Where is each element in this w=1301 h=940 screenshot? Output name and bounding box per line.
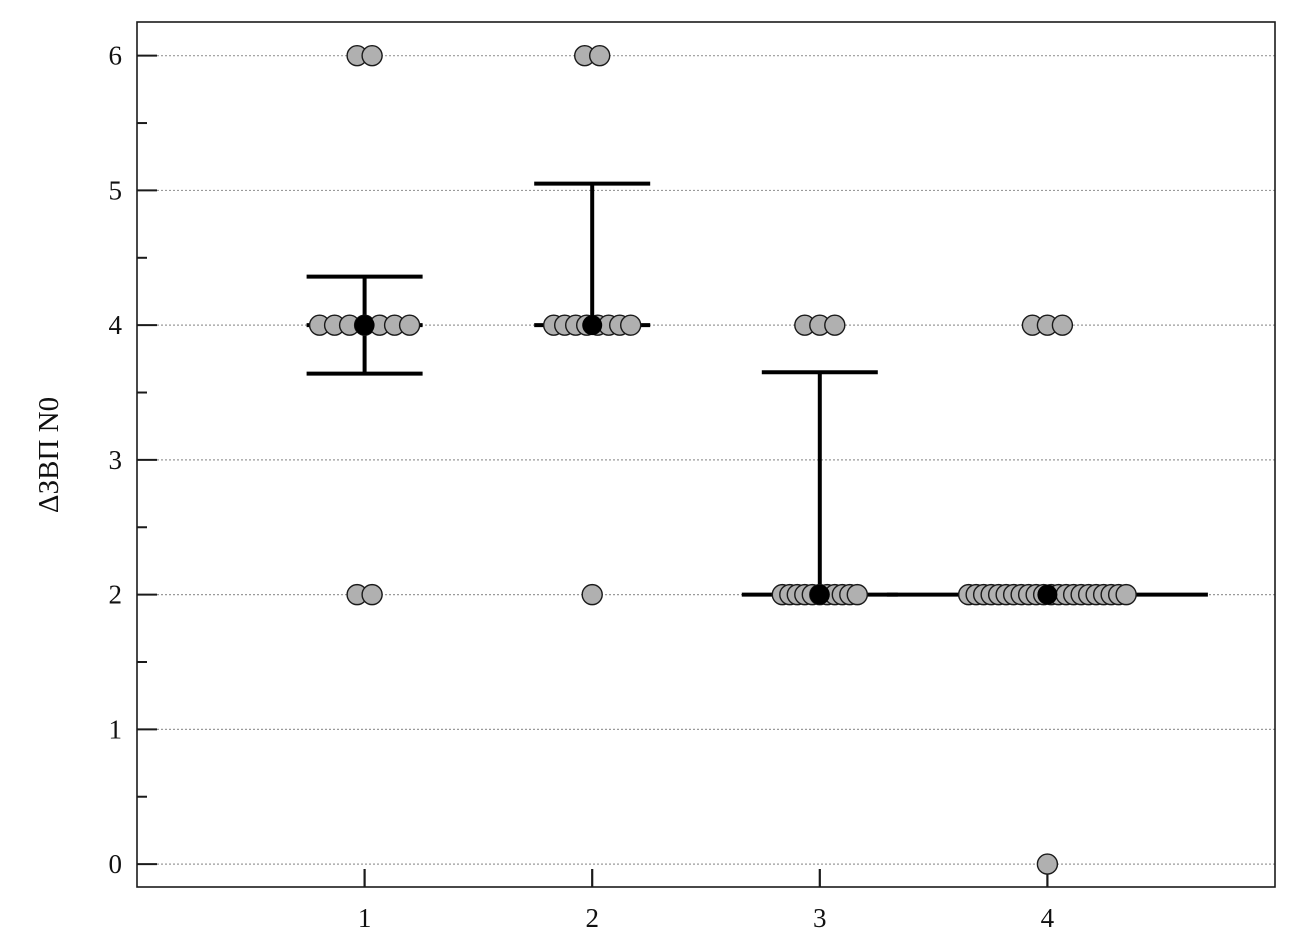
data-point <box>1036 853 1059 875</box>
y-axis-title: ΔЗВП N0 <box>33 397 65 513</box>
y-tick-label: 3 <box>109 445 123 475</box>
y-tick-label: 4 <box>109 310 123 340</box>
data-point <box>1051 314 1074 336</box>
group-1 <box>306 44 423 606</box>
data-point <box>620 314 642 336</box>
data-point <box>1115 583 1137 606</box>
data-point <box>361 44 383 67</box>
median-marker <box>809 584 830 605</box>
y-tick-label: 5 <box>109 175 123 205</box>
median-marker <box>1037 584 1058 605</box>
y-tick-label: 2 <box>109 580 123 610</box>
data-layer <box>306 44 1208 875</box>
group-3 <box>741 314 898 606</box>
data-point <box>361 583 383 606</box>
median-marker <box>582 315 603 336</box>
x-tick-label: 1 <box>358 903 372 933</box>
plot-frame <box>136 21 1276 888</box>
data-point <box>589 44 611 67</box>
data-point <box>581 583 603 606</box>
group-2 <box>534 44 651 606</box>
axes: 0 1 2 3 4 5 6 1 2 3 4 <box>109 41 1055 933</box>
y-tick-label: 6 <box>109 41 123 71</box>
y-tick-label: 0 <box>109 849 123 879</box>
data-point <box>824 314 846 336</box>
median-marker <box>354 315 375 336</box>
x-tick-label: 4 <box>1041 903 1055 933</box>
data-point <box>398 314 421 336</box>
y-tick-label: 1 <box>109 714 123 744</box>
x-tick-label: 2 <box>585 903 599 933</box>
x-tick-label: 3 <box>813 903 827 933</box>
data-point <box>846 583 868 606</box>
grid-lines <box>137 55 1275 865</box>
group-4 <box>886 314 1208 875</box>
